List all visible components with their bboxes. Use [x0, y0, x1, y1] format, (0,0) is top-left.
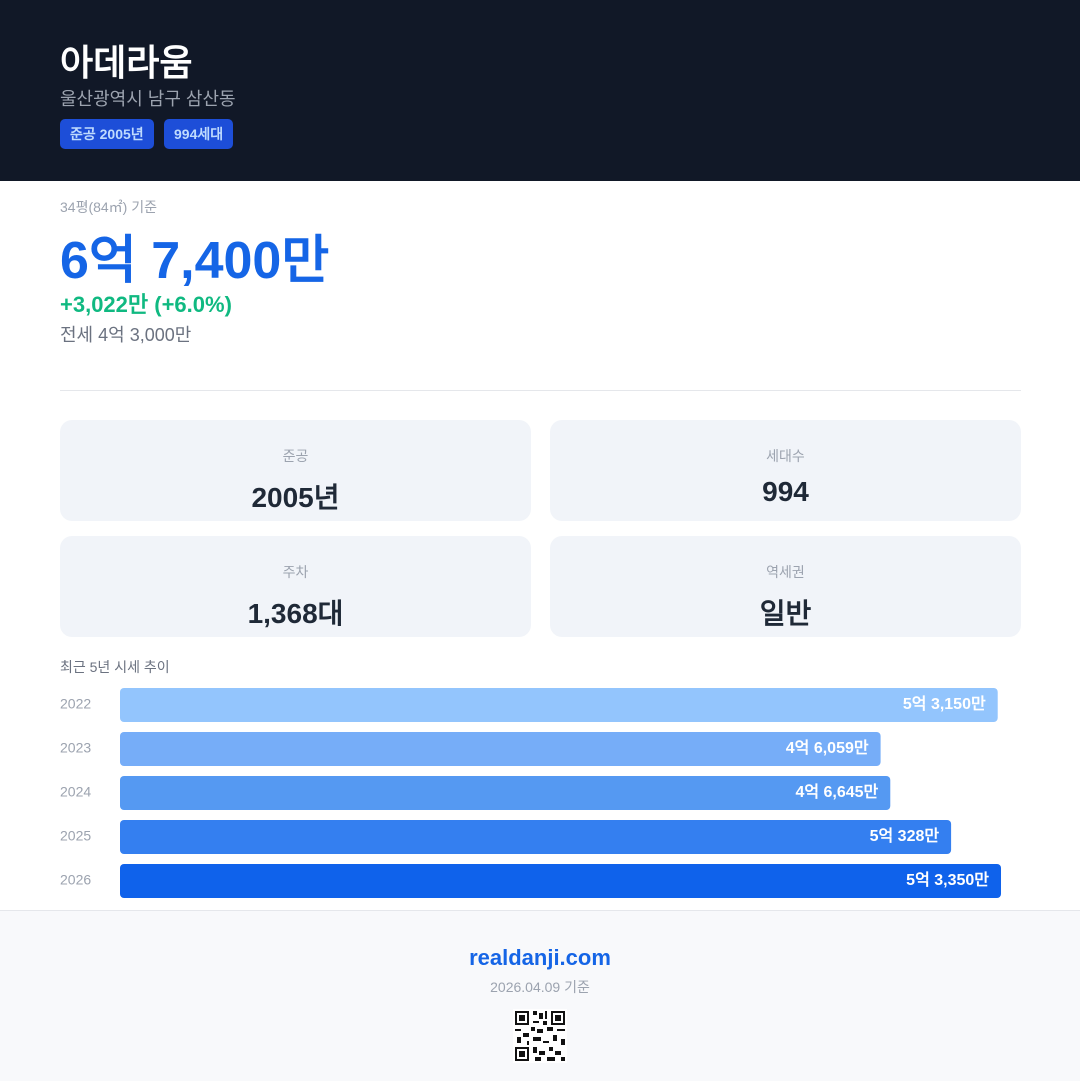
- divider: [60, 390, 1021, 391]
- stat-label: 세대수: [766, 448, 805, 464]
- bar: [120, 688, 998, 722]
- bar: [120, 776, 891, 810]
- data-date: 2026.04.09 기준: [490, 979, 590, 995]
- address: 울산광역시 남구 삼산동: [60, 89, 236, 109]
- badge: 준공 2005년: [60, 119, 154, 149]
- stat-card: 세대수 994: [550, 420, 1021, 521]
- price-change: +3,022만 (+6.0%): [60, 292, 232, 317]
- stat-card: 준공 2005년: [60, 420, 531, 521]
- stat-value: 994: [762, 476, 809, 507]
- badge: 994세대: [164, 119, 234, 149]
- stat-value: 일반: [759, 598, 812, 629]
- stat-label: 주차: [282, 564, 309, 580]
- data-label: 4억 6,645만: [795, 782, 878, 801]
- header: [0, 0, 1080, 181]
- bar: [120, 820, 952, 854]
- chart-title: 최근 5년 시세 추이: [60, 659, 170, 675]
- sale-price: 6억 7,400만: [60, 232, 330, 290]
- y-tick-label: 2024: [60, 784, 91, 800]
- bar: [120, 732, 881, 766]
- stat-label: 역세권: [766, 564, 805, 580]
- data-label: 4억 6,059만: [786, 738, 869, 757]
- stat-value: 1,368대: [247, 598, 344, 629]
- size-basis: 34평(84㎡) 기준: [60, 199, 157, 215]
- site-link[interactable]: realdanji.com: [469, 945, 611, 970]
- stat-value: 2005년: [251, 482, 340, 513]
- qr-code: [513, 1009, 567, 1063]
- y-tick-label: 2023: [60, 740, 91, 756]
- jeonse-price: 전세 4억 3,000만: [60, 325, 192, 345]
- data-label: 5억 3,150만: [903, 694, 986, 713]
- complex-name: 아데라움: [60, 42, 193, 83]
- bar: [120, 864, 1002, 898]
- y-tick-label: 2022: [60, 696, 91, 712]
- y-tick-label: 2026: [60, 872, 91, 888]
- data-label: 5억 3,350만: [906, 870, 989, 889]
- stat-label: 준공: [282, 448, 309, 464]
- data-label: 5억 328만: [870, 826, 940, 845]
- y-tick-label: 2025: [60, 828, 91, 844]
- chart: 2022 5억 3,150만 2023 4억 6,059만 2024 4억 6,645만 2…: [60, 688, 1002, 898]
- stat-card: 주차 1,368대: [60, 536, 531, 637]
- stat-card: 역세권 일반: [550, 536, 1021, 637]
